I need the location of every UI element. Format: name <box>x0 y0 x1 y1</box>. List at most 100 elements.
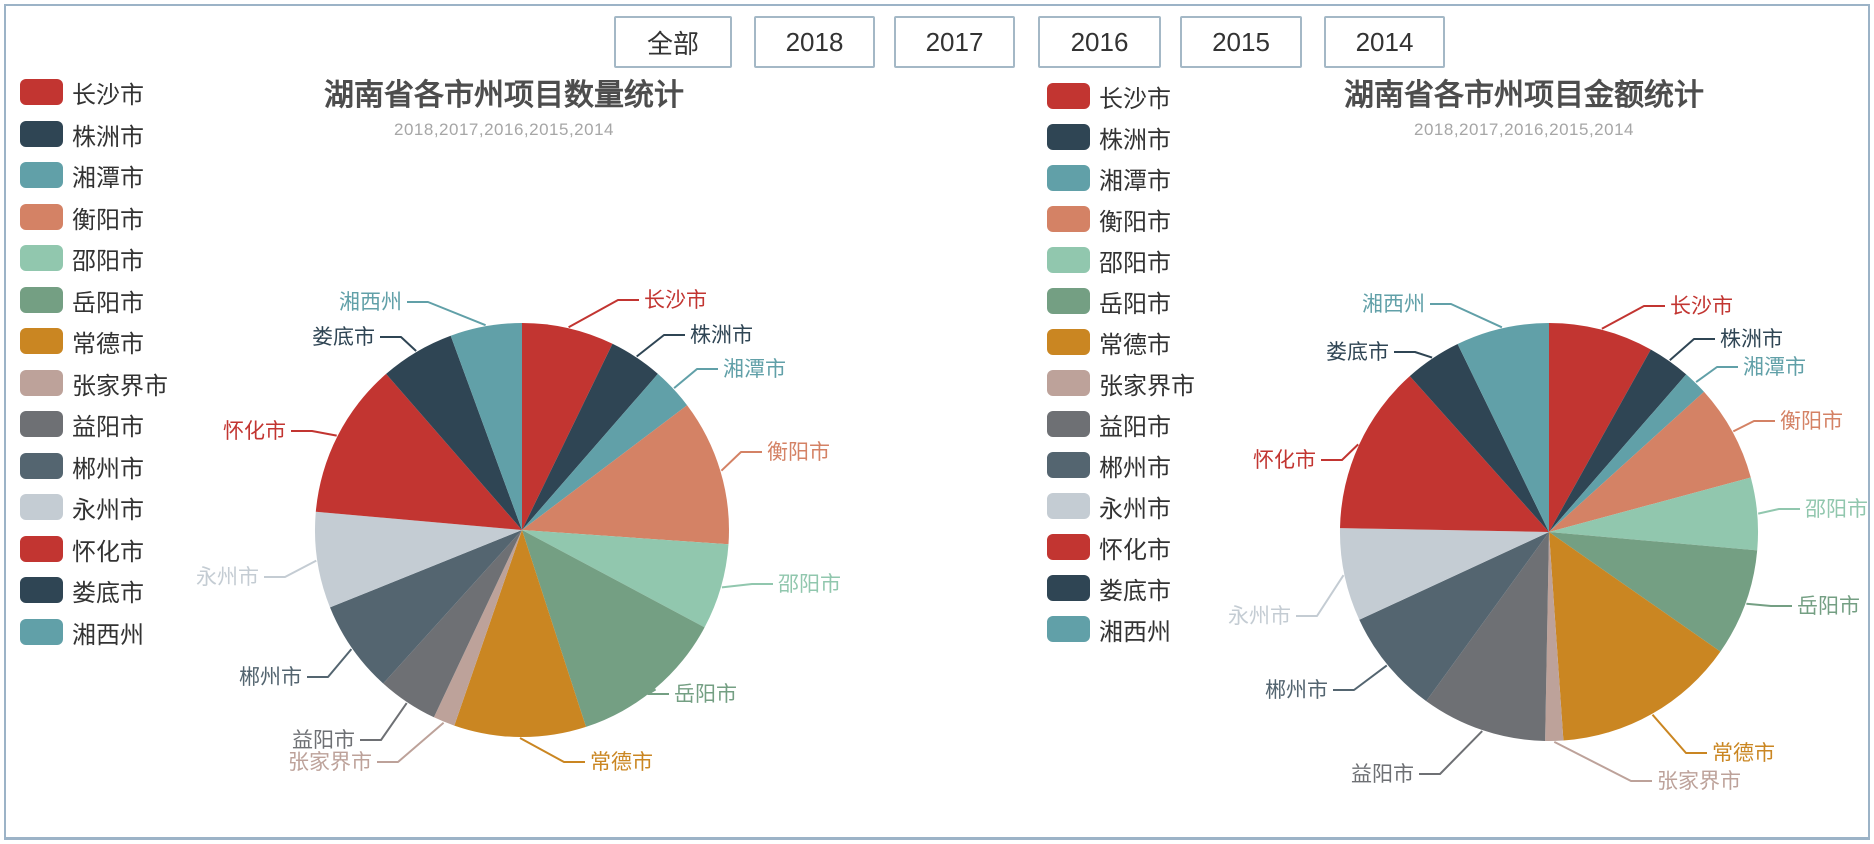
pie-slice-娄底市[interactable] <box>386 335 522 530</box>
pie-slice-永州市[interactable] <box>314 511 522 608</box>
slice-leader-line <box>407 301 486 327</box>
legend-item-常德市[interactable]: 常德市 <box>1047 329 1171 359</box>
slice-leader-line <box>1321 443 1359 461</box>
pie-slice-株洲市[interactable] <box>522 343 658 530</box>
legend-item-怀化市[interactable]: 怀化市 <box>20 536 144 566</box>
pie-slice-常德市[interactable] <box>454 530 586 738</box>
slice-leader-line <box>1394 351 1433 359</box>
legend-swatch-icon <box>1047 83 1090 109</box>
legend-item-永州市[interactable]: 永州市 <box>1047 493 1171 523</box>
legend-swatch-icon <box>20 411 63 437</box>
slice-label-湘潭市: 湘潭市 <box>723 358 786 381</box>
legend-item-湘潭市[interactable]: 湘潭市 <box>1047 165 1171 195</box>
pie-slice-怀化市[interactable] <box>315 373 522 530</box>
legend-item-衡阳市[interactable]: 衡阳市 <box>1047 206 1171 236</box>
legend-item-岳阳市[interactable]: 岳阳市 <box>1047 288 1171 318</box>
legend-item-娄底市[interactable]: 娄底市 <box>1047 575 1171 605</box>
pie-slice-郴州市[interactable] <box>330 530 522 684</box>
legend-item-永州市[interactable]: 永州市 <box>20 494 144 524</box>
pie-slice-常德市[interactable] <box>1549 532 1721 741</box>
legend-swatch-icon <box>20 162 63 188</box>
legend-item-益阳市[interactable]: 益阳市 <box>1047 411 1171 441</box>
legend-item-湘西州[interactable]: 湘西州 <box>1047 616 1171 646</box>
slice-label-怀化市: 怀化市 <box>223 420 286 443</box>
filter-button-all[interactable]: 全部 <box>614 16 732 68</box>
pie-slice-岳阳市[interactable] <box>522 530 705 727</box>
legend-label: 岳阳市 <box>72 289 144 317</box>
slice-label-怀化市: 怀化市 <box>1253 449 1316 472</box>
slice-label-永州市: 永州市 <box>1228 605 1291 628</box>
pie-slice-长沙市[interactable] <box>522 323 613 530</box>
pie-slice-永州市[interactable] <box>1339 528 1549 620</box>
slice-label-娄底市: 娄底市 <box>1326 341 1389 364</box>
legend-label: 娄底市 <box>1099 577 1171 605</box>
slice-leader-line <box>720 451 762 472</box>
legend-item-湘西州[interactable]: 湘西州 <box>20 619 144 649</box>
slice-leader-line <box>721 583 773 589</box>
slice-leader-line <box>377 721 445 763</box>
pie-slice-衡阳市[interactable] <box>522 405 729 545</box>
pie-slice-怀化市[interactable] <box>1340 376 1549 532</box>
filter-button-2018[interactable]: 2018 <box>754 16 875 68</box>
pie-slice-娄底市[interactable] <box>1409 344 1549 532</box>
pie-slice-张家界市[interactable] <box>433 530 522 726</box>
legend-item-张家界市[interactable]: 张家界市 <box>1047 370 1195 400</box>
pie-slice-株洲市[interactable] <box>1549 349 1687 533</box>
pie-slice-岳阳市[interactable] <box>1549 532 1758 652</box>
legend-item-郴州市[interactable]: 郴州市 <box>20 453 144 483</box>
legend-swatch-icon <box>1047 329 1090 355</box>
slice-leader-line <box>264 559 317 578</box>
legend-swatch-icon <box>1047 206 1090 232</box>
legend-label: 株洲市 <box>72 123 144 151</box>
pie-slice-郴州市[interactable] <box>1359 532 1549 702</box>
filter-button-2016[interactable]: 2016 <box>1038 16 1161 68</box>
pie-slice-邵阳市[interactable] <box>522 530 729 628</box>
pie-slice-湘西州[interactable] <box>450 323 522 530</box>
legend-item-长沙市[interactable]: 长沙市 <box>20 79 144 109</box>
pie-slice-益阳市[interactable] <box>383 530 522 718</box>
legend-item-衡阳市[interactable]: 衡阳市 <box>20 204 144 234</box>
legend-item-张家界市[interactable]: 张家界市 <box>20 370 168 400</box>
filter-button-2017[interactable]: 2017 <box>894 16 1015 68</box>
slice-leader-line <box>1553 741 1652 782</box>
legend-item-湘潭市[interactable]: 湘潭市 <box>20 162 144 192</box>
legend-item-邵阳市[interactable]: 邵阳市 <box>20 245 144 275</box>
slice-leader-line <box>1333 664 1388 691</box>
legend-swatch-icon <box>20 121 63 147</box>
slice-label-湘西州: 湘西州 <box>1362 293 1425 316</box>
slice-leader-line <box>673 368 718 389</box>
pie-slice-益阳市[interactable] <box>1426 532 1549 741</box>
legend-label: 常德市 <box>1099 331 1171 359</box>
legend-item-邵阳市[interactable]: 邵阳市 <box>1047 247 1171 277</box>
pie-slice-张家界市[interactable] <box>1545 532 1564 742</box>
legend-label: 长沙市 <box>1099 85 1171 113</box>
legend-label: 益阳市 <box>1099 413 1171 441</box>
legend-item-株洲市[interactable]: 株洲市 <box>1047 124 1171 154</box>
legend-swatch-icon <box>20 370 63 396</box>
pie-slice-衡阳市[interactable] <box>1549 391 1751 532</box>
slice-label-常德市: 常德市 <box>1712 742 1775 765</box>
legend-item-怀化市[interactable]: 怀化市 <box>1047 534 1171 564</box>
legend-item-长沙市[interactable]: 长沙市 <box>1047 83 1171 113</box>
pie-slice-邵阳市[interactable] <box>1549 477 1759 551</box>
legend-item-益阳市[interactable]: 益阳市 <box>20 411 144 441</box>
slice-label-湘西州: 湘西州 <box>339 291 402 314</box>
legend-swatch-icon <box>1047 616 1090 642</box>
filter-button-2015[interactable]: 2015 <box>1180 16 1302 68</box>
pie-slice-长沙市[interactable] <box>1549 323 1651 532</box>
pie-slice-湘潭市[interactable] <box>522 373 688 530</box>
legend-item-岳阳市[interactable]: 岳阳市 <box>20 287 144 317</box>
legend-item-株洲市[interactable]: 株洲市 <box>20 121 144 151</box>
filter-button-2014[interactable]: 2014 <box>1324 16 1445 68</box>
pie-slice-湘潭市[interactable] <box>1549 374 1704 532</box>
slice-label-张家界市: 张家界市 <box>288 751 372 774</box>
legend-swatch-icon <box>20 204 63 230</box>
legend-label: 永州市 <box>72 496 144 524</box>
legend-swatch-icon <box>20 287 63 313</box>
legend-swatch-icon <box>1047 124 1090 150</box>
pie-slice-湘西州[interactable] <box>1457 322 1549 532</box>
slice-leader-line <box>380 336 417 352</box>
legend-item-郴州市[interactable]: 郴州市 <box>1047 452 1171 482</box>
legend-item-娄底市[interactable]: 娄底市 <box>20 577 144 607</box>
legend-item-常德市[interactable]: 常德市 <box>20 328 144 358</box>
